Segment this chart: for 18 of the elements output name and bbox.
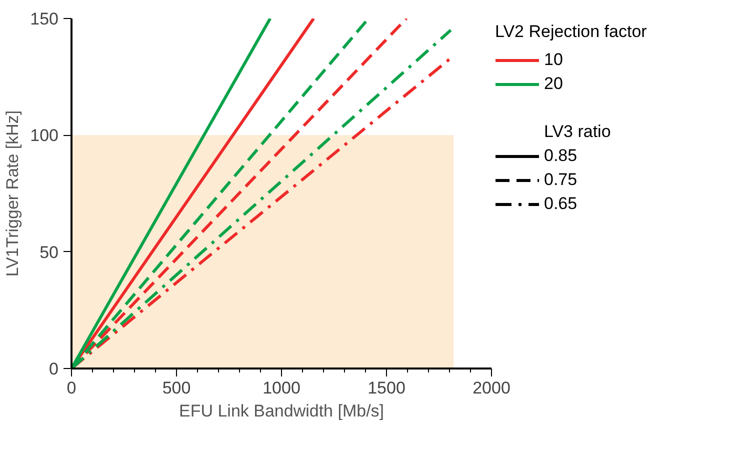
y-axis-title: LV1Trigger Rate [kHz] xyxy=(3,110,22,277)
x-tick-label: 1500 xyxy=(368,378,406,398)
y-tick-label: 0 xyxy=(49,360,59,378)
x-tick-label: 1000 xyxy=(262,378,300,398)
x-tick-label: 2000 xyxy=(472,378,510,398)
text: LV2 Rejection factor xyxy=(495,22,647,42)
x-axis-title: EFU Link Bandwidth [Mb/s] xyxy=(178,402,384,420)
x-tick-label: 0 xyxy=(66,378,76,398)
text: LV3 ratio xyxy=(544,122,611,142)
text: 20 xyxy=(544,74,564,94)
text: 0.65 xyxy=(544,194,578,214)
y-tick-label: 100 xyxy=(30,126,59,146)
y-tick-label: 50 xyxy=(40,242,59,262)
y-tick-label: 150 xyxy=(30,10,59,28)
x-tick-label: 500 xyxy=(162,378,191,398)
text: 0.75 xyxy=(544,170,578,190)
text: 0.85 xyxy=(544,146,578,166)
text: 10 xyxy=(544,50,564,70)
